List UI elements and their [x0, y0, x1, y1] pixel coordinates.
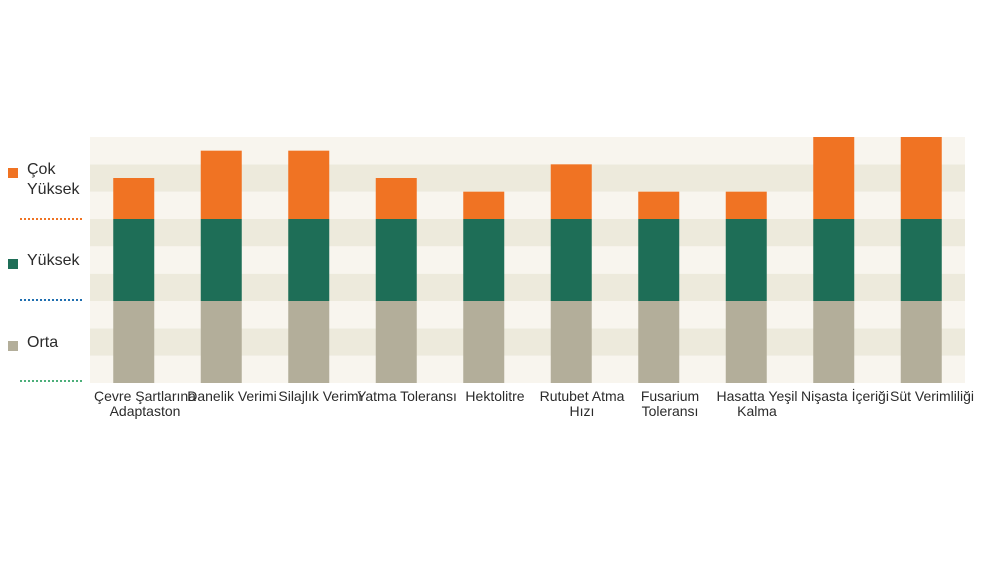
bar-segment-çok-yüksek: [200, 150, 242, 219]
bar-segment-çok-yüksek: [113, 178, 155, 219]
bar-segment-çok-yüksek: [550, 164, 592, 219]
x-tick-label: Süt Verimliliği: [889, 388, 975, 404]
bar-segment-yüksek: [900, 219, 942, 301]
legend-label-yuksek: Yüksek: [27, 252, 80, 269]
legend-rule-orta: [20, 380, 82, 382]
x-tick-label: Silajlık Verimi: [278, 388, 362, 404]
bar-segment-yüksek: [113, 219, 155, 301]
bar-segment-çok-yüksek: [638, 191, 680, 219]
x-tick-label: Fusarium Toleransı: [640, 388, 700, 419]
legend-rule-cok-yuksek: [20, 218, 82, 220]
bar-segment-yüksek: [550, 219, 592, 301]
bar-segment-orta: [463, 301, 505, 383]
bar-segment-yüksek: [725, 219, 767, 301]
x-tick-label: Hektolitre: [465, 388, 525, 404]
bar-group: [113, 137, 942, 383]
bar-segment-yüksek: [288, 219, 330, 301]
legend-label-cok-yuksek: Çok Yüksek: [27, 161, 80, 198]
bar-segment-orta: [638, 301, 680, 383]
bar-segment-çok-yüksek: [813, 137, 855, 219]
bar-segment-çok-yüksek: [288, 150, 330, 219]
legend-label-orta: Orta: [27, 334, 59, 351]
bar-segment-orta: [200, 301, 242, 383]
x-tick-label: Çevre Şartlarına Adaptaston: [94, 388, 196, 419]
bar-segment-çok-yüksek: [725, 191, 767, 219]
bar-segment-yüksek: [463, 219, 505, 301]
legend-item-yuksek: Yüksek: [8, 251, 97, 271]
bar-segment-yüksek: [813, 219, 855, 301]
x-tick-label: Hasatta Yeşil Kalma: [716, 388, 798, 419]
bar-segment-orta: [725, 301, 767, 383]
bar-segment-orta: [288, 301, 330, 383]
legend-swatch-yuksek: [8, 259, 18, 269]
bar-segment-çok-yüksek: [463, 191, 505, 219]
bar-segment-orta: [813, 301, 855, 383]
x-tick-label: Rutubet Atma Hızı: [539, 388, 625, 419]
x-tick-label: Nişasta İçeriği: [801, 388, 889, 404]
bar-segment-yüksek: [375, 219, 417, 301]
legend-rule-yuksek: [20, 299, 82, 301]
bar-segment-çok-yüksek: [900, 137, 942, 219]
bar-segment-orta: [113, 301, 155, 383]
bar-segment-orta: [550, 301, 592, 383]
legend-swatch-cok-yuksek: [8, 168, 18, 178]
bar-segment-yüksek: [638, 219, 680, 301]
legend-item-orta: Orta: [8, 333, 97, 353]
x-tick-label: Danelik Verimi: [187, 388, 277, 404]
legend-swatch-orta: [8, 341, 18, 351]
bar-segment-orta: [900, 301, 942, 383]
x-tick-label: Yatma Toleransı: [357, 388, 457, 404]
bar-segment-yüksek: [200, 219, 242, 301]
bar-segment-çok-yüksek: [375, 178, 417, 219]
bar-segment-orta: [375, 301, 417, 383]
legend-item-cok-yuksek: Çok Yüksek: [8, 160, 97, 200]
